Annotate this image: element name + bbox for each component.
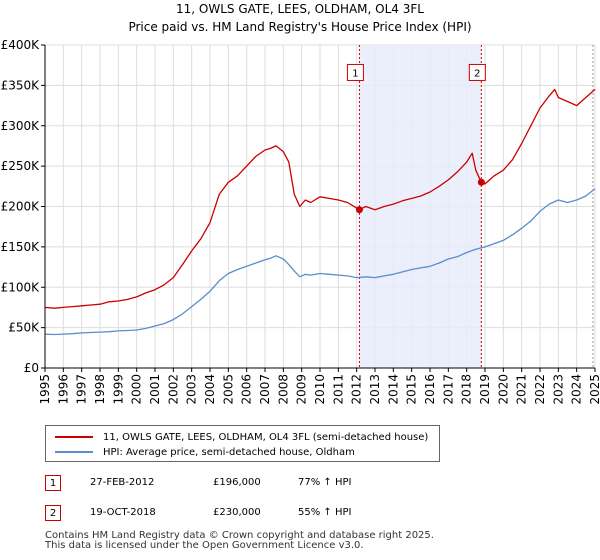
x-tick-label: 2008 — [276, 374, 290, 405]
y-tick-label: £200K — [1, 200, 41, 214]
x-tick-label: 2010 — [313, 374, 327, 405]
x-tick-label: 2025 — [588, 374, 600, 405]
price-chart: 11, OWLS GATE, LEES, OLDHAM, OL4 3FL Pri… — [1, 2, 600, 405]
marker-box-1 — [346, 63, 364, 81]
legend: 11, OWLS GATE, LEES, OLDHAM, OL4 3FL (se… — [45, 425, 440, 462]
x-tick-label: 1995 — [38, 374, 52, 405]
annotation-number: 1 — [45, 475, 61, 491]
hpi-line — [44, 188, 596, 336]
y-tick-label: £100K — [1, 280, 41, 294]
annotation-row-2: 2 19-OCT-2018 £230,000 55% ↑ HPI — [45, 505, 445, 523]
legend-swatch-property — [55, 436, 93, 438]
x-tick-label: 2018 — [460, 374, 474, 405]
annotation-hpi: 55% ↑ HPI — [298, 507, 352, 518]
marker-box-label: 1 — [352, 68, 358, 79]
x-tick-label: 2021 — [515, 374, 529, 405]
chart-subtitle: Price paid vs. HM Land Registry's House … — [128, 20, 471, 34]
x-tick-label: 1997 — [75, 374, 89, 405]
property-price-line — [44, 88, 596, 309]
x-tick-label: 2001 — [148, 374, 162, 405]
x-tick-label: 2009 — [295, 374, 309, 405]
x-tick-label: 2017 — [441, 374, 455, 405]
footer-copyright: Contains HM Land Registry data © Crown c… — [45, 530, 434, 541]
x-tick-label: 1996 — [56, 374, 70, 405]
x-tick-label: 2024 — [570, 374, 584, 405]
shaded-period — [359, 45, 482, 368]
footer: Contains HM Land Registry data © Crown c… — [45, 531, 434, 551]
marker-box-2 — [468, 63, 486, 81]
legend-swatch-hpi — [55, 451, 93, 453]
annotation-price: £196,000 — [213, 477, 261, 488]
x-tick-label: 2019 — [478, 374, 492, 405]
annotation-row-1: 1 27-FEB-2012 £196,000 77% ↑ HPI — [45, 475, 445, 493]
x-tick-label: 2006 — [240, 374, 254, 405]
y-tick-label: £300K — [1, 119, 41, 133]
y-tick-label: £150K — [1, 240, 41, 254]
annotation-hpi: 77% ↑ HPI — [298, 477, 352, 488]
marker-box-label: 2 — [474, 68, 480, 79]
x-tick-label: 2000 — [130, 374, 144, 405]
annotation-price: £230,000 — [213, 507, 261, 518]
legend-label-property: 11, OWLS GATE, LEES, OLDHAM, OL4 3FL (se… — [103, 431, 429, 443]
x-tick-label: 2022 — [533, 374, 547, 405]
x-tick-label: 2014 — [386, 374, 400, 405]
y-tick-label: £400K — [1, 38, 41, 52]
y-tick-label: £350K — [1, 78, 41, 92]
annotation-date: 19-OCT-2018 — [90, 507, 156, 518]
x-tick-label: 2007 — [258, 374, 272, 405]
chart-title: 11, OWLS GATE, LEES, OLDHAM, OL4 3FL — [176, 2, 424, 16]
x-tick-label: 2003 — [185, 374, 199, 405]
y-tick-label: £250K — [1, 159, 41, 173]
annotation-number: 2 — [45, 505, 61, 521]
footer-licence: This data is licensed under the Open Gov… — [45, 540, 364, 551]
x-tick-label: 2023 — [551, 374, 565, 405]
x-tick-label: 2012 — [350, 374, 364, 405]
x-tick-label: 2020 — [496, 374, 510, 405]
y-tick-label: £0 — [24, 361, 39, 375]
x-tick-label: 2015 — [405, 374, 419, 405]
x-tick-label: 1999 — [111, 374, 125, 405]
legend-item-property: 11, OWLS GATE, LEES, OLDHAM, OL4 3FL (se… — [55, 430, 428, 444]
x-tick-label: 2004 — [203, 374, 217, 405]
x-tick-label: 2005 — [221, 374, 235, 405]
y-tick-label: £50K — [8, 321, 40, 335]
legend-label-hpi: HPI: Average price, semi-detached house,… — [103, 446, 355, 458]
annotation-date: 27-FEB-2012 — [90, 477, 155, 488]
x-tick-label: 2011 — [331, 374, 345, 405]
x-tick-label: 2002 — [166, 374, 180, 405]
legend-item-hpi: HPI: Average price, semi-detached house,… — [55, 445, 355, 459]
sale-point-1 — [355, 206, 363, 214]
x-tick-label: 2013 — [368, 374, 382, 405]
sale-point-2 — [477, 178, 485, 186]
x-tick-label: 2016 — [423, 374, 437, 405]
x-tick-label: 1998 — [93, 374, 107, 405]
